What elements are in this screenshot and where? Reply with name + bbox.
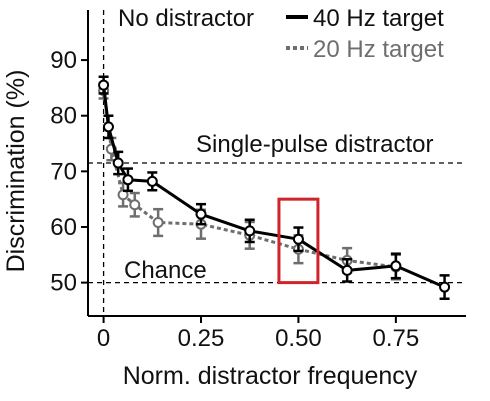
data-point	[102, 121, 114, 133]
data-point	[390, 260, 402, 272]
data-point	[439, 281, 451, 293]
data-point	[98, 79, 110, 91]
no-distractor-label: No distractor	[118, 5, 254, 32]
legend-40hz-label: 40 Hz target	[313, 5, 444, 32]
series-layer	[98, 75, 451, 301]
y-tick-label: 90	[50, 47, 77, 74]
legend-20hz-label: 20 Hz target	[313, 36, 444, 63]
reference-lines-layer	[88, 10, 466, 316]
data-point	[152, 217, 164, 229]
data-point	[112, 157, 124, 169]
ticks-layer: 50 60 70 80 90 0 0.25 0.50 0.75	[50, 47, 419, 352]
x-tick-label: 0	[97, 325, 110, 352]
y-axis-label: Discrimination (%)	[2, 70, 30, 273]
data-point	[244, 225, 256, 237]
x-axis-label: Norm. distractor frequency	[123, 362, 418, 390]
single-pulse-distractor-label: Single-pulse distractor	[196, 131, 433, 158]
x-tick-label: 0.50	[275, 325, 322, 352]
data-point	[146, 175, 158, 187]
y-tick-label: 60	[50, 214, 77, 241]
highlight-box	[277, 197, 320, 285]
data-point	[122, 174, 134, 186]
y-tick-label: 70	[50, 158, 77, 185]
series-40hz	[98, 75, 451, 301]
data-point	[341, 264, 353, 276]
y-tick-label: 80	[50, 103, 77, 130]
x-tick-label: 0.25	[178, 325, 225, 352]
data-point	[195, 208, 207, 220]
chance-label: Chance	[124, 257, 207, 284]
legend: 40 Hz target 20 Hz target	[286, 5, 444, 63]
data-point	[292, 233, 304, 245]
data-point	[129, 199, 141, 211]
x-tick-label: 0.75	[372, 325, 419, 352]
y-tick-label: 50	[50, 270, 77, 297]
